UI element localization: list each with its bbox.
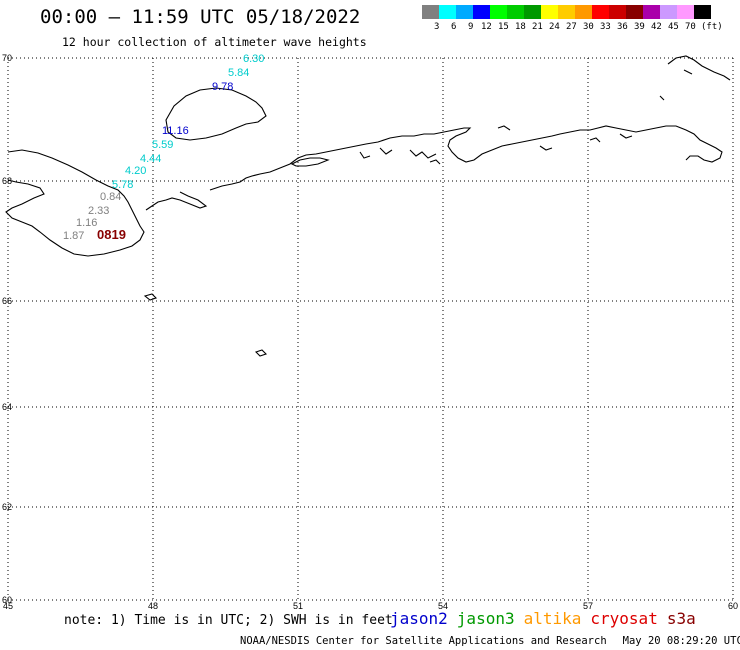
- colorbar-label: (ft): [701, 22, 723, 32]
- colorbar-label: 36: [617, 22, 628, 32]
- satellite-legend: jason2 jason3 altika cryosat s3a: [390, 609, 705, 628]
- colorbar-swatch: [626, 5, 643, 19]
- kola-peninsula-coast: [5, 149, 145, 257]
- small-island-d: [589, 137, 601, 143]
- colorbar-swatch: [456, 5, 473, 19]
- colorbar-swatch: [473, 5, 490, 19]
- colorbar-label: 9: [468, 22, 474, 32]
- wave-height-observations: 6.30 5.84 9.78 11.16 5.59 4.444.20 5.780.84 2.3…: [63, 53, 264, 242]
- small-island-e: [429, 159, 441, 165]
- colorbar-swatch: [422, 5, 439, 19]
- coastline: [5, 55, 731, 357]
- latitude-label: 64: [2, 402, 12, 412]
- latitude-label: 70: [2, 53, 12, 63]
- colorbar-label: 70: [685, 22, 696, 32]
- colorbar-swatch: [507, 5, 524, 19]
- colorbar-swatch: [439, 5, 456, 19]
- latitude-label: 62: [2, 502, 12, 512]
- observation-label: 9.78: [212, 81, 233, 93]
- observation-label: 0819: [97, 227, 126, 242]
- colorbar-swatch: [660, 5, 677, 19]
- legend-item: cryosat: [590, 609, 658, 628]
- latitude-label: 66: [2, 296, 12, 306]
- latitude-label: 60: [2, 595, 12, 605]
- kanin-coast: [145, 191, 208, 211]
- colorbar-label: 30: [583, 22, 594, 32]
- observation-label: 5.59: [152, 139, 173, 151]
- longitude-label: 57: [583, 601, 593, 611]
- small-island-b: [254, 349, 268, 357]
- colorbar-label: 21: [532, 22, 543, 32]
- colorbar-swatch: [609, 5, 626, 19]
- colorbar-label: 33: [600, 22, 611, 32]
- colorbar-labels: 3 6 9 12 15 18 21 24 27 30 33 36 39 42 45 70 (ft): [422, 22, 740, 34]
- colorbar-swatch: [694, 5, 711, 19]
- observation-label: 4.20: [125, 165, 146, 177]
- longitude-label: 51: [293, 601, 303, 611]
- small-island-c: [497, 125, 511, 131]
- observation-label: 11.16: [162, 125, 189, 137]
- colorbar-swatch: [541, 5, 558, 19]
- colorbar-swatch: [490, 5, 507, 19]
- colorbar-label: 42: [651, 22, 662, 32]
- lat-lon-grid: [7, 57, 734, 601]
- small-island-a: [143, 293, 158, 301]
- credit-text: NOAA/NESDIS Center for Satellite Applica…: [240, 635, 607, 647]
- colorbar-label: 27: [566, 22, 577, 32]
- observation-label: 5.78: [112, 179, 133, 191]
- map-subtitle: 12 hour collection of altimeter wave hei…: [62, 35, 367, 49]
- longitude-label: 45: [3, 601, 13, 611]
- legend-item: s3a: [666, 609, 696, 628]
- wave-height-colorbar: [422, 5, 711, 19]
- footer-credit: NOAA/NESDIS Center for Satellite Applica…: [240, 635, 740, 647]
- legend-item: altika: [523, 609, 582, 628]
- colorbar-label: 45: [668, 22, 679, 32]
- colorbar-label: 6: [451, 22, 457, 32]
- northern-islands: [659, 55, 731, 101]
- map-title: 00:00 – 11:59 UTC 05/18/2022: [40, 6, 361, 28]
- footer-note: note: 1) Time is in UTC; 2) SWH is in fe…: [64, 613, 393, 628]
- pechora-bay: [290, 157, 330, 167]
- colorbar-swatch: [575, 5, 592, 19]
- longitude-label: 54: [438, 601, 448, 611]
- latitude-label: 68: [2, 176, 12, 186]
- generation-date: May 20 08:29:20 UTC 2022: [622, 635, 740, 647]
- longitude-label: 60: [728, 601, 738, 611]
- observation-label: 4.44: [140, 153, 161, 165]
- observation-label: 5.84: [228, 67, 249, 79]
- colorbar-label: 12: [481, 22, 492, 32]
- observation-label: 1.16: [76, 217, 97, 229]
- colorbar-swatch: [643, 5, 660, 19]
- observation-label: 0.84: [100, 191, 121, 203]
- observation-label: 2.33: [88, 205, 109, 217]
- observation-label: 1.87: [63, 230, 84, 242]
- colorbar-label: 18: [515, 22, 526, 32]
- mainland-inlets: [359, 133, 633, 159]
- observation-label: 6.30: [243, 53, 264, 65]
- kolguev-island: [165, 87, 267, 141]
- colorbar-label: 24: [549, 22, 560, 32]
- legend-item: jason3: [456, 609, 515, 628]
- colorbar-swatch: [592, 5, 609, 19]
- mainland-coast: [209, 125, 723, 191]
- longitude-label: 48: [148, 601, 158, 611]
- legend-item: jason2: [390, 609, 448, 628]
- colorbar-swatch: [677, 5, 694, 19]
- colorbar-label: 3: [434, 22, 440, 32]
- colorbar-swatch: [558, 5, 575, 19]
- colorbar-label: 39: [634, 22, 645, 32]
- colorbar-label: 15: [498, 22, 509, 32]
- colorbar-swatch: [524, 5, 541, 19]
